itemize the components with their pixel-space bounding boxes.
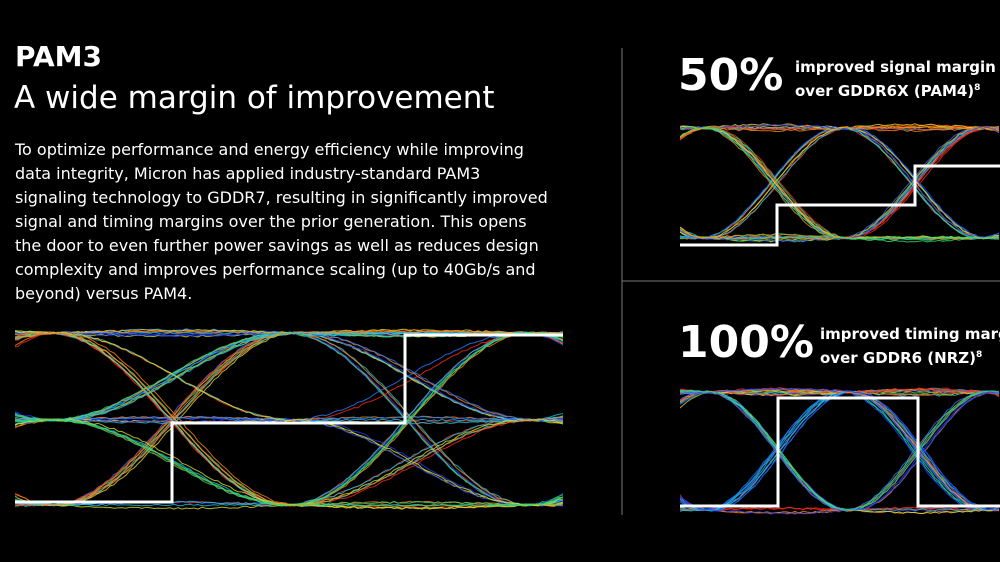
stat-line: improved signal margin [795,58,996,76]
eye-trace [680,390,1000,511]
body-line: signal and timing margins over the prior… [15,212,527,231]
eye-trace [680,391,1000,512]
eye-trace [15,330,563,507]
eye-trace [680,126,1000,139]
eye-trace [680,390,999,512]
eye-trace [15,332,563,507]
body-line: To optimize performance and energy effic… [15,140,524,159]
eye-trace [680,125,1000,240]
eye-trace [680,228,1000,240]
body-line: data integrity, Micron has applied indus… [15,164,481,183]
nrz-eye [680,387,1000,515]
eye-trace [680,390,1000,512]
stat-figure: 100% [678,317,814,368]
stat-text: improved timing margin over GDDR6 (NRZ)8 [820,324,1000,369]
footnote: 8 [976,350,983,360]
body-line: the door to even further power savings a… [15,236,539,255]
heading: PAM3 [15,40,102,73]
pam4-eye [680,123,1000,243]
eye-trace [680,390,1000,402]
stat-figure: 50% [678,50,784,101]
eye-trace [680,123,1000,240]
stat-line: improved timing margin [820,325,1000,343]
eye-trace [680,391,1000,515]
eye-trace [680,390,1000,512]
pam3-eye [15,328,563,510]
eye-trace [680,126,1000,242]
eye-trace [680,229,1000,243]
eye-trace [680,390,1000,512]
eye-trace [680,390,1000,512]
eye-trace [15,330,563,338]
body-text: To optimize performance and energy effic… [15,138,548,306]
subheading: A wide margin of improvement [14,80,495,116]
waveform [680,164,1000,247]
waveform [15,333,563,504]
body-line: complexity and improves performance scal… [15,260,536,279]
body-line: signaling technology to GDDR7, resulting… [15,188,548,207]
eye-trace [680,391,1000,511]
body-line: beyond) versus PAM4. [15,284,193,303]
stat-text: improved signal margin over GDDR6X (PAM4)… [795,57,996,102]
eye-trace [680,126,1000,240]
footnote: 8 [974,83,981,93]
eye-trace [15,414,563,507]
eye-trace [680,387,1000,511]
stat-line: over GDDR6 (NRZ) [820,349,976,367]
waveform [680,396,1000,508]
eye-trace [15,418,563,508]
eye-trace [680,389,1000,511]
stat-line: over GDDR6X (PAM4) [795,82,975,100]
